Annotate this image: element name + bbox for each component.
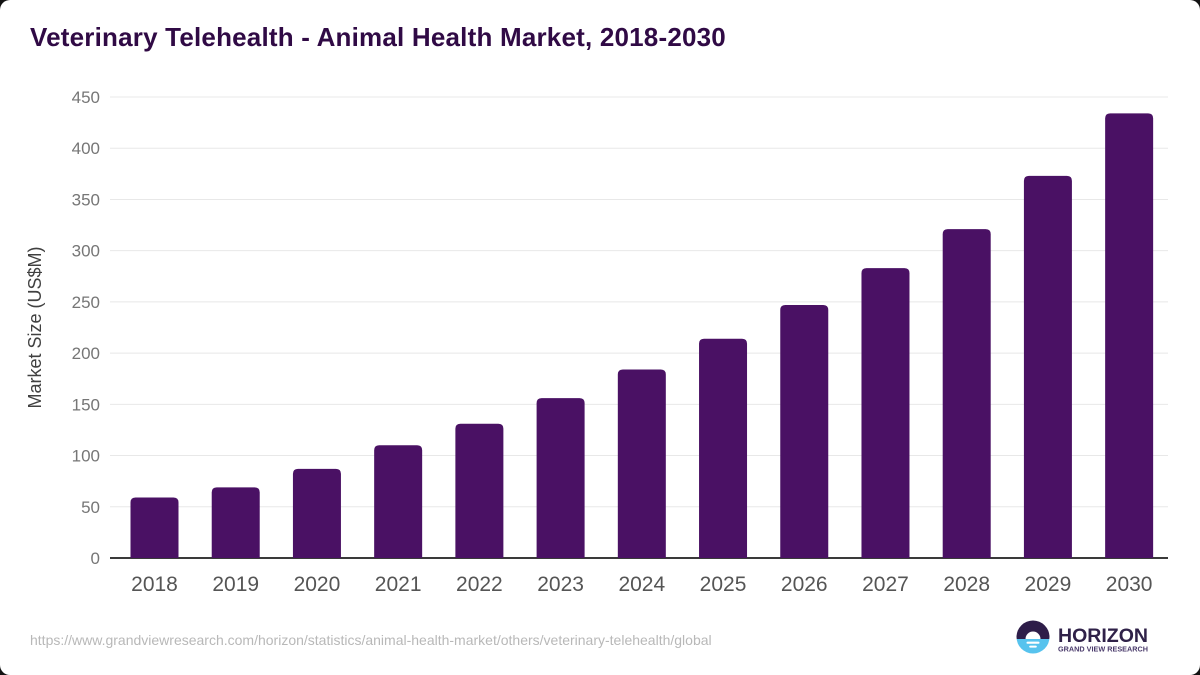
y-axis-tick-label: 150 <box>72 395 100 414</box>
x-axis-tick-label: 2024 <box>618 573 665 596</box>
y-axis-tick-label: 0 <box>91 549 100 568</box>
bar-2020 <box>292 468 341 558</box>
logo-tagline-text: GRAND VIEW RESEARCH <box>1058 645 1148 654</box>
page-title: Veterinary Telehealth - Animal Health Ma… <box>30 22 726 52</box>
bar-2019 <box>211 487 260 558</box>
y-axis-title: Market Size (US$M) <box>25 246 45 408</box>
bar-2025 <box>699 338 748 558</box>
x-axis-tick-label: 2027 <box>862 573 909 596</box>
bar-2026 <box>780 304 829 558</box>
x-axis-tick-label: 2018 <box>131 573 178 596</box>
bar-2018 <box>130 497 179 558</box>
x-axis-tick-label: 2030 <box>1106 573 1153 596</box>
x-axis-tick-label: 2019 <box>212 573 259 596</box>
bar-2022 <box>455 423 504 558</box>
y-axis-tick-label: 300 <box>72 242 100 261</box>
x-axis-tick-label: 2026 <box>781 573 828 596</box>
y-axis-tick-label: 200 <box>72 344 100 363</box>
bar-2028 <box>942 229 991 559</box>
y-axis-tick-label: 350 <box>72 190 100 209</box>
y-axis-tick-label: 250 <box>72 293 100 312</box>
x-axis-tick-label: 2028 <box>943 573 990 596</box>
y-axis-tick-label: 400 <box>72 139 100 158</box>
y-axis-tick-label: 450 <box>72 88 100 107</box>
bar-2023 <box>536 398 585 558</box>
x-axis-tick-label: 2029 <box>1025 573 1072 596</box>
y-axis-tick-label: 100 <box>72 447 100 466</box>
logo-reflection-line-1 <box>1026 641 1040 644</box>
x-axis-tick-label: 2021 <box>375 573 422 596</box>
x-axis-tick-label: 2023 <box>537 573 584 596</box>
logo-sky-half <box>1016 620 1050 639</box>
logo-brand-text: HORIZON <box>1058 626 1148 647</box>
bar-2021 <box>374 445 423 558</box>
sunrise-horizon-icon <box>1016 620 1050 654</box>
bar-2029 <box>1023 175 1072 559</box>
x-axis-tick-label: 2020 <box>294 573 341 596</box>
logo-reflection-line-2 <box>1029 645 1037 648</box>
logo-sun-icon <box>1025 631 1041 639</box>
x-axis-tick-label: 2025 <box>700 573 747 596</box>
y-axis-tick-label: 50 <box>81 498 100 517</box>
bar-2027 <box>861 268 910 558</box>
x-axis-tick-label: 2022 <box>456 573 503 596</box>
bar-2024 <box>617 369 666 558</box>
bar-2030 <box>1105 113 1154 558</box>
source-url: https://www.grandviewresearch.com/horizo… <box>30 632 712 648</box>
horizon-logo: HORIZON GRAND VIEW RESEARCH <box>1016 620 1148 654</box>
